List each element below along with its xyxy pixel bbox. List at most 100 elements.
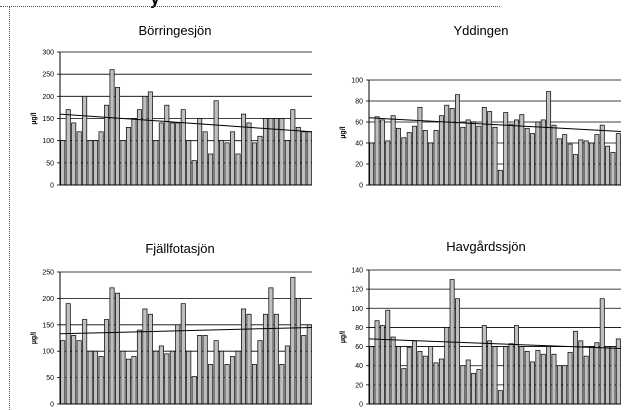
bar — [503, 112, 509, 186]
bar — [385, 140, 391, 186]
bar — [180, 303, 186, 405]
chart-title: Havgårdssjön — [446, 239, 526, 254]
bar — [87, 350, 93, 405]
bar — [98, 356, 104, 405]
bar — [599, 124, 605, 186]
bar — [578, 340, 584, 405]
bar — [583, 140, 589, 186]
bar — [476, 125, 482, 186]
bar — [567, 143, 573, 186]
bar — [142, 95, 148, 186]
bar — [514, 119, 519, 186]
bar — [401, 368, 407, 405]
bar — [213, 100, 219, 186]
trendline — [368, 338, 622, 349]
bar — [422, 355, 428, 405]
bar — [219, 140, 225, 186]
chart-title: Börringesjön — [139, 23, 212, 38]
bar — [115, 87, 121, 186]
bar — [546, 91, 552, 186]
bar — [449, 107, 455, 186]
y-tick-label: 200 — [42, 296, 54, 303]
chart-4: Havgårdssjön 0 20 40 60 80 100 120 140 µg/l — [340, 239, 622, 409]
bar — [487, 340, 493, 405]
bar — [241, 113, 247, 186]
bar — [589, 346, 594, 405]
bar — [471, 373, 476, 405]
bar — [301, 131, 307, 186]
trendline — [59, 326, 313, 335]
y-tick-label: 250 — [42, 72, 54, 79]
bar — [208, 364, 214, 405]
bar — [487, 111, 493, 186]
bar — [530, 133, 535, 186]
y-tick-label: 300 — [42, 50, 54, 57]
y-tick-label: 50 — [46, 375, 54, 382]
bar — [374, 116, 380, 186]
y-tick-label: 80 — [355, 99, 363, 106]
bar — [268, 287, 274, 405]
bar — [422, 130, 428, 186]
bar — [147, 91, 153, 186]
bar — [120, 350, 126, 405]
bar — [71, 122, 77, 186]
bar — [369, 142, 375, 186]
bar — [465, 359, 471, 405]
bar — [279, 118, 285, 186]
bar — [136, 329, 142, 405]
bar — [535, 350, 541, 405]
bar — [379, 119, 385, 186]
bar — [93, 140, 99, 186]
bar — [186, 140, 192, 186]
y-tick-label: 150 — [42, 116, 54, 123]
bar — [235, 153, 241, 186]
bar — [290, 276, 296, 405]
bar — [169, 350, 175, 405]
bar — [295, 298, 301, 405]
bar — [273, 118, 279, 186]
bar — [438, 358, 444, 405]
bar — [433, 130, 439, 186]
bar — [460, 365, 466, 405]
bar — [76, 340, 82, 405]
bar — [428, 346, 434, 405]
bar — [131, 118, 137, 186]
bar — [175, 122, 181, 186]
y-tick-label: 150 — [42, 322, 54, 329]
bar — [82, 319, 88, 405]
bar — [599, 298, 605, 405]
bar — [444, 104, 450, 186]
y-tick-label: 0 — [50, 402, 54, 409]
bar — [471, 121, 476, 186]
bar — [481, 325, 487, 405]
y-tick-label: 0 — [359, 183, 363, 190]
bar — [235, 350, 241, 405]
bar — [115, 292, 121, 405]
bar — [136, 109, 142, 186]
y-tick-label: 100 — [42, 349, 54, 356]
bar — [60, 140, 66, 186]
chart-1: Börringesjön 0 50 100 150 200 250 300 µg/l — [31, 23, 313, 190]
bar — [251, 364, 257, 405]
bar — [164, 353, 170, 405]
bar — [306, 131, 312, 186]
trendline — [59, 113, 313, 133]
bar — [257, 135, 263, 186]
bar — [492, 346, 498, 405]
chart-2: Yddingen 0 20 40 60 80 100 µg/l — [340, 23, 622, 190]
bar — [535, 121, 541, 186]
bar — [208, 153, 214, 186]
bar — [246, 122, 252, 186]
bar — [60, 340, 66, 405]
y-axis-label: µg/l — [340, 126, 347, 138]
bar — [492, 126, 498, 186]
bar — [241, 308, 247, 405]
bar — [406, 347, 412, 405]
bar — [546, 346, 552, 405]
y-tick-label: 0 — [50, 183, 54, 190]
y-tick-label: 60 — [355, 120, 363, 127]
bar — [65, 109, 71, 186]
frame-border-top — [0, 6, 500, 7]
bar — [401, 137, 407, 186]
bar — [519, 346, 525, 405]
